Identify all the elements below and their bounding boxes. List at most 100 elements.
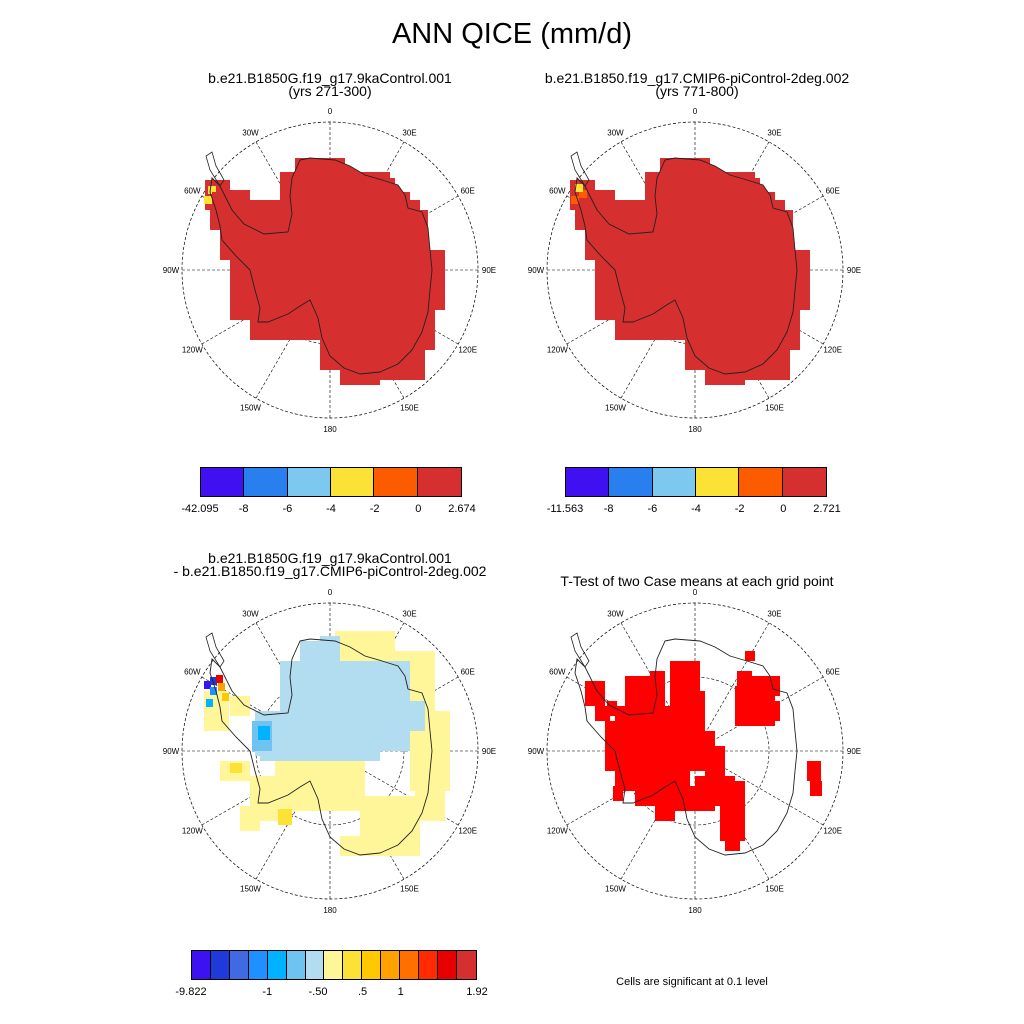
lon-label: 30E (767, 128, 781, 137)
panel-1-colorbar (200, 467, 462, 497)
lon-label: 90E (482, 747, 496, 756)
colorbar-tick-label: 0 (415, 503, 422, 515)
lon-label: 120W (547, 346, 568, 355)
panel-4-map: 0 30E 60E 90E 120E 150E 180 150W 120W 90W 60W 30W (528, 588, 861, 915)
grid-cell (607, 701, 617, 716)
peninsula-coastline (570, 632, 590, 668)
lon-label: 120E (458, 827, 477, 836)
panel-1-map: 0 30E 60E 90E 120E 150E 180 150W 120W 90W 60W 30W (163, 107, 496, 434)
panel-2-title: b.e21.B1850.f19_g17.CMIP6-piControl-2deg… (497, 71, 897, 99)
lon-label: 180 (688, 906, 702, 915)
lon-label: 30W (242, 128, 259, 137)
colorbar-tick-label: 1.92 (466, 986, 488, 998)
colorbar-swatch (400, 951, 420, 979)
colorbar-swatch (437, 951, 457, 979)
peninsula-cell (204, 681, 211, 689)
lon-label: 150E (765, 404, 784, 413)
grid-cell (278, 809, 292, 825)
colorbar-swatch (609, 468, 653, 496)
panel-2-title-line2: (yrs 771-800) (655, 83, 739, 99)
colorbar-swatch (244, 468, 288, 496)
lon-label: 120E (823, 827, 842, 836)
peninsula-coastline (205, 151, 225, 187)
colorbar-swatch (739, 468, 783, 496)
lon-label: 90W (163, 747, 180, 756)
grid-cell (737, 671, 752, 691)
grid-cell (258, 726, 270, 740)
main-title: ANN QICE (mm/d) (391, 18, 633, 50)
peninsula-cell (571, 196, 579, 204)
panel-3-title-line2: - b.e21.B1850.f19_g17.CMIP6-piControl-2d… (173, 563, 487, 579)
colorbar-swatch (782, 468, 826, 496)
grid-cell (750, 676, 780, 696)
lon-label: 30E (402, 128, 416, 137)
ice-field (570, 158, 810, 385)
colorbar-swatch (287, 468, 331, 496)
panel-2-map: 0 30E 60E 90E 120E 150E 180 150W 120W 90W 60W 30W (528, 107, 861, 434)
colorbar-tick-label: -.5 (308, 986, 322, 998)
colorbar-tick-label: -11.563 (546, 503, 584, 515)
panel-1-title-line1: b.e21.B1850G.f19_g17.9kaControl.001 (208, 70, 452, 86)
colorbar-swatch (286, 951, 306, 979)
panel-1-title: b.e21.B1850G.f19_g17.9kaControl.001 (yrs… (130, 70, 530, 99)
colorbar-tick-label: -9.822 (175, 986, 207, 998)
lon-label: 120E (458, 346, 477, 355)
panel-2-colorbar (565, 467, 827, 497)
panel-1-title-line2: (yrs 271-300) (288, 83, 372, 99)
lon-label: 180 (323, 906, 337, 915)
colorbar-swatch (229, 951, 249, 979)
lon-label: 60W (184, 668, 201, 677)
colorbar-tick-label: -2 (369, 503, 380, 515)
ice-field (204, 158, 445, 385)
lon-label: 120E (823, 346, 842, 355)
grid-cell (280, 661, 410, 751)
colorbar-swatch (456, 951, 476, 979)
colorbar-swatch (381, 951, 401, 979)
lon-label: 90W (528, 266, 545, 275)
lon-label: 150W (240, 885, 261, 894)
grid-cell (240, 806, 260, 831)
peninsula-coastline (205, 632, 225, 668)
colorbar-tick-label: -4 (326, 503, 336, 515)
peninsula-cell (579, 190, 587, 198)
coastline (209, 157, 433, 375)
lon-label: 30W (607, 128, 624, 137)
grid-cell (585, 681, 605, 706)
lon-label: 90W (528, 747, 545, 756)
colorbar-swatch (305, 951, 325, 979)
peninsula-cell (216, 675, 223, 683)
grid-cell (635, 786, 655, 806)
peninsula-cell (210, 687, 217, 695)
grid-cell (745, 651, 755, 661)
colorbar-swatch (248, 951, 268, 979)
grid-cell (320, 636, 340, 656)
colorbar-tick-label: .5 (358, 986, 368, 998)
lon-label: 60E (826, 187, 840, 196)
colorbar-tick-label: -6 (282, 503, 293, 515)
significance-note: Cells are significant at 0.1 level (616, 976, 768, 988)
peninsula-cell (575, 184, 583, 192)
panel-3-colorbar-labels: -9.822 -1 -.5 0 .5 1 1.92 (175, 986, 487, 1000)
lon-label: 90E (847, 266, 861, 275)
colorbar-tick-label: -8 (603, 503, 614, 515)
lon-label: 30W (607, 609, 624, 618)
lon-label: 90E (482, 266, 496, 275)
lon-label: 60W (549, 187, 566, 196)
colorbar-tick-label: -2 (734, 503, 745, 515)
colorbar-swatch (652, 468, 696, 496)
lon-label: 120W (547, 827, 568, 836)
lon-label: 180 (688, 425, 702, 434)
peninsula-cell (204, 196, 212, 204)
ice-sheet-cells (210, 158, 432, 374)
colorbar-swatch (362, 951, 382, 979)
lon-label: 120W (182, 346, 203, 355)
lon-label: 60W (549, 668, 566, 677)
lon-label: 150W (240, 404, 261, 413)
colorbar-tick-label: -4 (691, 503, 701, 515)
lon-label: 30E (402, 609, 416, 618)
colorbar-swatch (343, 951, 363, 979)
lon-label: 150W (605, 885, 626, 894)
colorbar-swatch (324, 951, 344, 979)
colorbar-swatch (419, 951, 438, 979)
lon-label: 60E (826, 668, 840, 677)
